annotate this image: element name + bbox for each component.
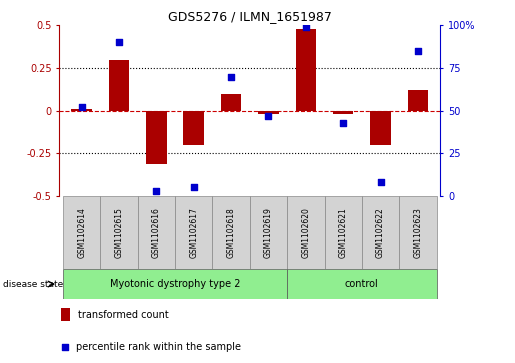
Point — [339, 120, 347, 126]
Bar — [61, 309, 71, 321]
Point — [115, 40, 123, 45]
Bar — [138, 196, 175, 269]
Bar — [212, 196, 250, 269]
Text: GSM1102614: GSM1102614 — [77, 207, 86, 258]
Text: GSM1102621: GSM1102621 — [339, 207, 348, 258]
Point — [190, 184, 198, 190]
Bar — [146, 111, 167, 164]
Text: GSM1102622: GSM1102622 — [376, 207, 385, 258]
Bar — [100, 196, 138, 269]
Point — [414, 48, 422, 54]
Bar — [258, 111, 279, 114]
Text: GSM1102616: GSM1102616 — [152, 207, 161, 258]
Bar — [324, 196, 362, 269]
Text: Myotonic dystrophy type 2: Myotonic dystrophy type 2 — [110, 279, 241, 289]
Text: GSM1102618: GSM1102618 — [227, 207, 235, 258]
Bar — [370, 111, 391, 145]
Text: control: control — [345, 279, 379, 289]
Text: GSM1102623: GSM1102623 — [414, 207, 422, 258]
Bar — [63, 196, 100, 269]
Bar — [72, 109, 92, 111]
Bar — [296, 29, 316, 111]
Point — [152, 188, 161, 194]
Bar — [399, 196, 437, 269]
Title: GDS5276 / ILMN_1651987: GDS5276 / ILMN_1651987 — [168, 10, 332, 23]
Text: GSM1102617: GSM1102617 — [189, 207, 198, 258]
Point — [376, 179, 385, 185]
Point — [78, 105, 86, 110]
Bar — [250, 196, 287, 269]
Bar — [221, 94, 242, 111]
Text: percentile rank within the sample: percentile rank within the sample — [76, 342, 242, 352]
Bar — [183, 111, 204, 145]
Bar — [408, 90, 428, 111]
Bar — [63, 269, 287, 299]
Text: disease state: disease state — [3, 280, 63, 289]
Point — [227, 74, 235, 79]
Bar — [175, 196, 212, 269]
Bar — [109, 60, 129, 111]
Bar — [287, 196, 324, 269]
Text: GSM1102620: GSM1102620 — [301, 207, 311, 258]
Point — [60, 344, 68, 350]
Text: transformed count: transformed count — [78, 310, 169, 320]
Point — [264, 113, 272, 119]
Text: GSM1102619: GSM1102619 — [264, 207, 273, 258]
Point — [302, 24, 310, 30]
Bar — [333, 111, 353, 114]
Bar — [362, 196, 399, 269]
Bar — [287, 269, 437, 299]
Text: GSM1102615: GSM1102615 — [114, 207, 124, 258]
